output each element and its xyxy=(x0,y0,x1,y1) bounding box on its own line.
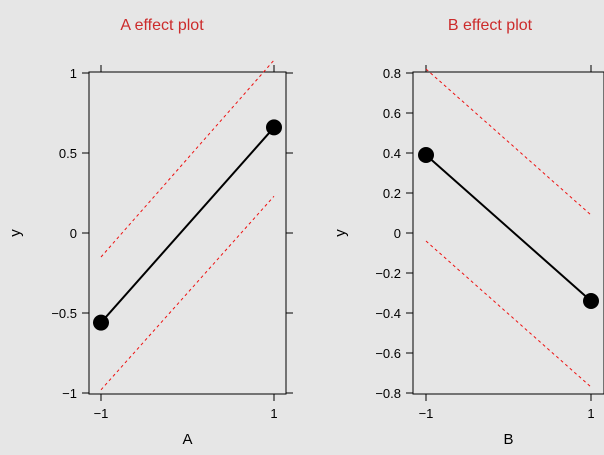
data-point xyxy=(418,147,434,163)
x-tick-label: 1 xyxy=(587,406,594,421)
y-tick-label: −0.2 xyxy=(375,266,401,281)
y-tick-label: −0.6 xyxy=(375,346,401,361)
y-tick-label: 0 xyxy=(394,226,401,241)
y-tick-label: 0.5 xyxy=(59,146,77,161)
plot-frame xyxy=(88,71,287,395)
effect-line xyxy=(100,126,275,324)
ci-upper-line xyxy=(425,68,592,216)
x-tick-label: −1 xyxy=(94,406,109,421)
y-tick-label: 0.8 xyxy=(383,66,401,81)
x-axis-label: A xyxy=(182,431,192,448)
effect-plot-panel: B effect plot y B −0.8 −0.6 −0.4 −0.2 0 0.2 0.4 0.… xyxy=(332,17,604,448)
y-tick-label: 0.4 xyxy=(383,146,401,161)
effect-line xyxy=(425,154,592,302)
data-point xyxy=(583,293,599,309)
y-tick-label: −0.4 xyxy=(375,306,401,321)
plot-title: A effect plot xyxy=(120,17,204,34)
data-point xyxy=(266,119,282,136)
y-tick-label: 0.2 xyxy=(383,186,401,201)
y-tick-label: 1 xyxy=(70,66,77,81)
ci-lower-line xyxy=(425,240,592,388)
plot-title: B effect plot xyxy=(448,17,533,34)
ci-lower-line xyxy=(100,195,275,391)
x-axis-label: B xyxy=(503,431,513,448)
data-point xyxy=(93,314,109,331)
y-tick-label: −1 xyxy=(62,386,77,401)
x-tick-label: 1 xyxy=(270,406,277,421)
plot-frame xyxy=(412,71,604,395)
y-tick-label: 0 xyxy=(70,226,77,241)
effect-plot-panel: A effect plot y A −1 −0.5 0 0.5 1 −1 1 xyxy=(7,17,293,448)
y-axis-label: y xyxy=(7,229,24,237)
y-tick-label: −0.8 xyxy=(375,386,401,401)
y-tick-label: 0.6 xyxy=(383,106,401,121)
x-tick-label: −1 xyxy=(419,406,434,421)
y-tick-label: −0.5 xyxy=(51,306,77,321)
y-axis-label: y xyxy=(332,229,349,237)
ci-upper-line xyxy=(100,59,275,258)
